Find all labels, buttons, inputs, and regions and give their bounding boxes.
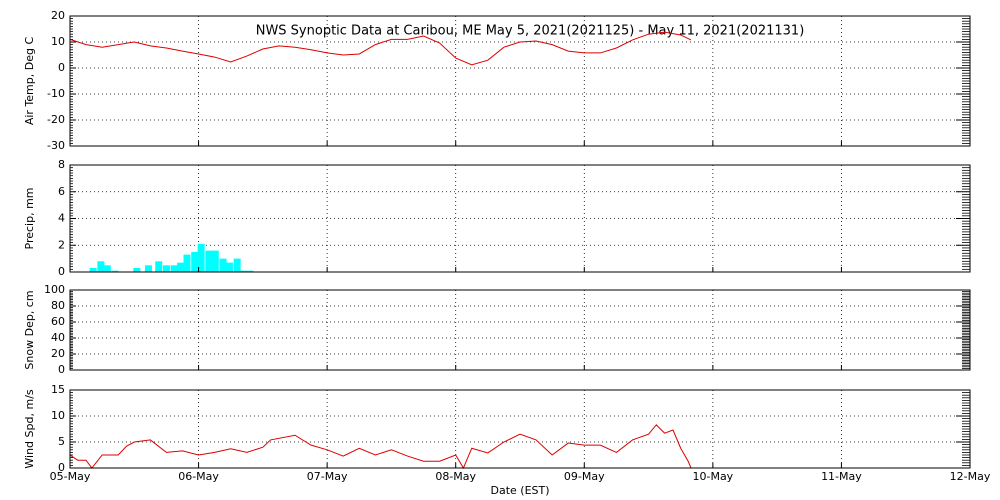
plot-frame (69, 389, 971, 469)
y-tick-label: 5 (58, 435, 65, 448)
y-tick-label: 100 (44, 283, 65, 296)
y-axis-label: Wind Spd, m/s (23, 389, 36, 469)
bar (219, 258, 227, 272)
y-tick-label: 8 (58, 158, 65, 171)
plot-frame (69, 164, 971, 273)
y-tick-label: 10 (51, 409, 65, 422)
y-tick-label: 0 (58, 61, 65, 74)
y-tick-label: 2 (58, 238, 65, 251)
bar (211, 250, 219, 272)
bar (170, 265, 178, 272)
chart-title: NWS Synoptic Data at Caribou, ME May 5, … (256, 24, 805, 39)
bar (155, 261, 163, 272)
x-tick-label: 11-May (821, 470, 862, 483)
x-tick-label: 06-May (178, 470, 219, 483)
bar (103, 265, 111, 272)
bar (233, 258, 241, 272)
y-tick-label: 10 (51, 35, 65, 48)
plot-frame (69, 289, 971, 371)
bar (111, 270, 119, 272)
bar (177, 262, 185, 272)
y-tick-label: 4 (58, 212, 65, 225)
y-tick-label: 6 (58, 185, 65, 198)
y-axis-label: Air Temp, Deg C (23, 37, 36, 126)
x-tick-label: 05-May (50, 470, 91, 483)
y-axis-label: Precip, mm (23, 188, 36, 250)
bar (191, 251, 199, 272)
y-tick-label: 0 (58, 461, 65, 474)
bar (197, 243, 205, 272)
x-axis-label: Date (EST) (490, 484, 549, 497)
y-tick-label: 40 (51, 331, 65, 344)
bar (183, 254, 191, 272)
x-tick-label: 08-May (435, 470, 476, 483)
bar (225, 262, 233, 272)
y-tick-label: 0 (58, 265, 65, 278)
y-tick-label: 0 (58, 363, 65, 376)
x-tick-label: 09-May (564, 470, 605, 483)
bar (240, 270, 248, 272)
y-tick-label: 80 (51, 299, 65, 312)
bar (205, 250, 213, 272)
plot-frame (69, 15, 971, 147)
x-tick-label: 12-May (950, 470, 991, 483)
bar (89, 267, 97, 272)
y-tick-label: 20 (51, 9, 65, 22)
y-tick-label: -30 (47, 139, 65, 152)
y-tick-label: 20 (51, 347, 65, 360)
bar (162, 265, 170, 272)
y-tick-label: 60 (51, 315, 65, 328)
bar (133, 267, 141, 272)
x-tick-label: 07-May (307, 470, 348, 483)
data-line (69, 424, 692, 470)
bar (144, 265, 152, 272)
data-line (69, 31, 692, 66)
x-tick-label: 10-May (692, 470, 733, 483)
y-tick-label: -20 (47, 113, 65, 126)
bar (246, 270, 254, 272)
y-tick-label: 15 (51, 383, 65, 396)
bar (97, 261, 105, 272)
y-axis-label: Snow Dep, cm (23, 290, 36, 369)
y-tick-label: -10 (47, 87, 65, 100)
